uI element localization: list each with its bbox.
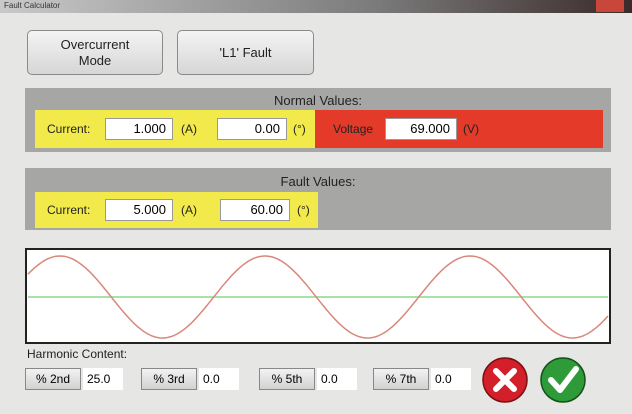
unit: (A) xyxy=(181,122,197,136)
harmonic-value[interactable]: 25.0 xyxy=(83,368,123,390)
close-window[interactable] xyxy=(596,0,624,12)
current-input[interactable]: 5.000 xyxy=(105,199,173,221)
current-input[interactable]: 1.000 xyxy=(105,118,173,140)
angle-input[interactable]: 0.00 xyxy=(217,118,287,140)
window-title: Fault Calculator xyxy=(4,1,61,10)
harmonics-title: Harmonic Content: xyxy=(27,347,128,361)
current-group: Current: 5.000 (A) 60.00 (°) xyxy=(35,192,318,228)
unit: (°) xyxy=(293,122,306,136)
waveform xyxy=(27,255,609,339)
fault-panel: Fault Values: Current: 5.000 (A) 60.00 (… xyxy=(25,168,611,230)
angle-input[interactable]: 60.00 xyxy=(220,199,290,221)
fault-button[interactable]: 'L1' Fault xyxy=(177,30,314,75)
harmonics-row: % 2nd 25.0% 3rd 0.0% 5th 0.0% 7th 0.0 xyxy=(25,368,475,392)
harmonic-value[interactable]: 0.0 xyxy=(317,368,357,390)
cancel-button[interactable] xyxy=(482,357,528,403)
title-bar: Fault Calculator xyxy=(0,0,632,13)
harmonic-button[interactable]: % 5th xyxy=(259,368,315,390)
harmonic-button[interactable]: % 3rd xyxy=(141,368,197,390)
harmonic-button[interactable]: % 7th xyxy=(373,368,429,390)
action-buttons xyxy=(482,357,586,403)
mode-button[interactable]: Overcurrent Mode xyxy=(27,30,163,75)
waveform-display xyxy=(25,248,611,344)
label: Current: xyxy=(47,122,91,136)
harmonic-value[interactable]: 0.0 xyxy=(199,368,239,390)
voltage-group: Voltage 69.000 (V) xyxy=(315,110,603,148)
unit: (A) xyxy=(181,203,197,217)
voltage-input[interactable]: 69.000 xyxy=(385,118,457,140)
panel-title: Normal Values: xyxy=(274,93,362,108)
unit: (V) xyxy=(463,122,479,136)
current-group: Current: 1.000 (A) 0.00 (°) xyxy=(35,110,315,148)
panel-title: Fault Values: xyxy=(280,174,356,189)
ok-button[interactable] xyxy=(540,357,586,403)
harmonic-value[interactable]: 0.0 xyxy=(431,368,471,390)
harmonic-button[interactable]: % 2nd xyxy=(25,368,81,390)
label: Current: xyxy=(47,203,91,217)
waveform-frame xyxy=(25,248,611,344)
unit: (°) xyxy=(297,203,310,217)
label: Voltage xyxy=(333,122,374,136)
normal-panel: Normal Values: Current: 1.000 (A) 0.00 (… xyxy=(25,88,611,152)
